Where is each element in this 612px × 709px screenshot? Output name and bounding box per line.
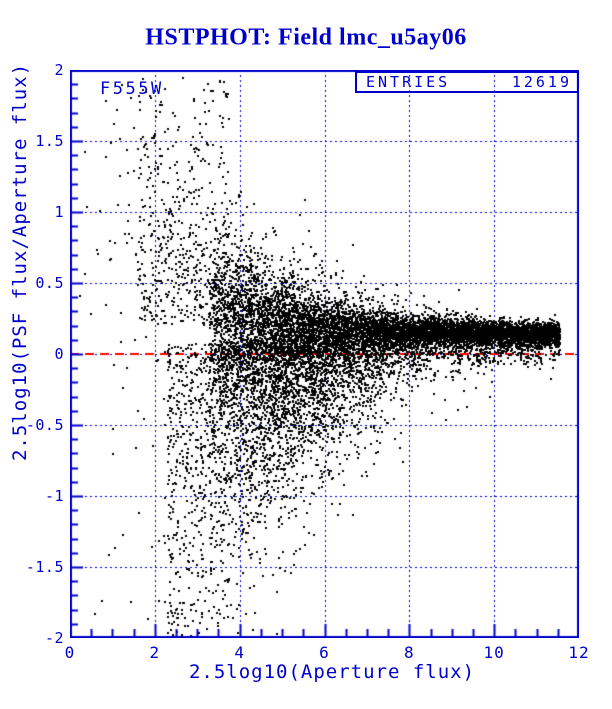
y-tick-label: -1.5 [25,558,64,576]
y-tick-label: -1 [44,487,64,505]
x-tick-label: 6 [319,643,330,662]
y-tick-label: 1.5 [35,132,64,150]
x-tick-label: 10 [483,643,505,662]
x-tick-label: 12 [568,643,590,662]
y-tick-label: 2 [54,61,64,79]
x-axis-title: 2.5log10(Aperture flux) [188,661,476,683]
x-tick-label: 2 [149,643,161,662]
y-tick-label: 0.5 [35,274,64,292]
y-tick-label: -2 [44,629,64,647]
y-axis-title: 2.5log10(PSF flux/Aperture flux) [9,62,31,462]
page-title: HSTPHOT: Field lmc_u5ay06 [145,24,467,51]
stats-entries-value: 12619 [511,73,572,91]
y-tick-label: 1 [54,203,64,221]
y-tick-label: 0 [54,345,64,363]
x-tick-label: 8 [404,643,415,662]
x-tick-label: 4 [234,643,245,662]
x-tick-label: 0 [64,643,76,662]
scatter-plot-canvas [70,70,579,638]
filter-label: F555W [100,79,164,99]
stats-box: ENTRIES 12619 [355,71,579,93]
stats-entries-label: ENTRIES [366,73,451,91]
y-tick-label: -0.5 [25,416,64,434]
